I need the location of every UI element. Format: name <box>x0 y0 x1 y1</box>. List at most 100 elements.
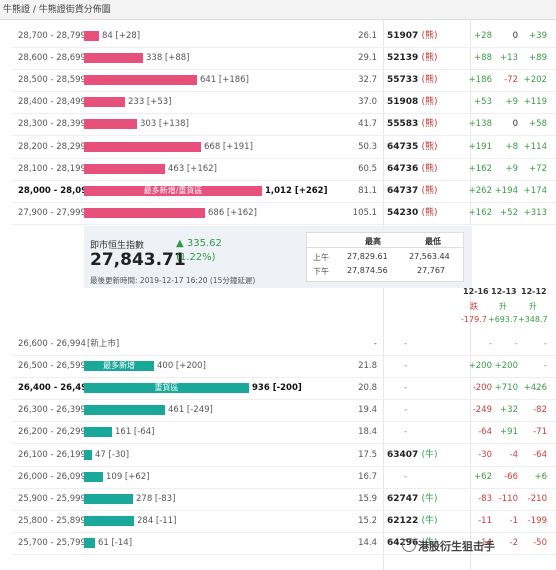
strike-range: 26,100 - 26,199 <box>18 449 86 460</box>
volume-label: 936 [-200] <box>252 383 302 394</box>
warrant-code: 55583 (熊) <box>387 113 457 135</box>
date-direction: 跌 <box>470 302 478 311</box>
change-day-3: - <box>543 339 547 349</box>
warrant-code: - <box>404 471 408 482</box>
volume-label: 686 [+162] <box>208 207 257 218</box>
strike-range: 25,900 - 25,999 <box>18 493 86 504</box>
date-direction: 升 <box>529 302 537 311</box>
volume-bar <box>84 53 143 64</box>
volume-bar <box>84 515 134 526</box>
change-day-2: -72 <box>504 75 518 86</box>
table-row: 26,200 - 26,299 161 [-64] 18.4 - -64 +91 -71 <box>0 421 556 443</box>
ratio-value: 29.1 <box>358 53 377 64</box>
change-day-2: -66 <box>504 471 518 482</box>
ratio-value: 60.5 <box>358 163 377 174</box>
warrant-type-tag: (牛) <box>421 515 438 526</box>
change-day-1: -14 <box>478 537 492 548</box>
warrant-code: 62747 (牛) <box>387 488 457 510</box>
change-day-1: +62 <box>474 471 492 482</box>
change-day-1: +186 <box>468 75 492 86</box>
volume-label: 233 [+53] <box>128 97 172 108</box>
volume-bar <box>84 427 112 438</box>
change-day-3: -71 <box>533 427 547 438</box>
volume-label: 303 [+138] <box>140 119 189 130</box>
am-label: 上午 <box>313 253 329 262</box>
high-low-table: 最高 最低 上午 下午 27,829.61 27,563.44 27,874.5… <box>306 232 464 282</box>
warrant-code-number: 51907 <box>387 31 419 41</box>
change-day-2: +9 <box>505 97 518 108</box>
change-day-1: +138 <box>468 119 492 130</box>
strike-range: 28,700 - 28,799 <box>18 31 86 41</box>
strike-range: 28,600 - 28,699 <box>18 53 86 64</box>
change-day-3: +202 <box>523 75 547 86</box>
volume-bar <box>84 449 92 460</box>
volume-label: 641 [+186] <box>200 75 249 86</box>
volume-bar: 最多新增 <box>84 361 154 372</box>
strike-range: 26,400 - 26,499 <box>18 383 94 394</box>
ratio-value: 50.3 <box>358 141 377 152</box>
change-day-1: -200 <box>472 383 492 394</box>
pm-high: 27,874.56 <box>347 266 388 275</box>
table-row: 26,000 - 26,099 109 [+62] 16.7 - +62 -66 +6 <box>0 466 556 488</box>
warrant-code-number: 64735 <box>387 141 419 152</box>
warrant-code: 64737 (熊) <box>387 180 457 202</box>
change-day-3: -64 <box>533 449 547 460</box>
warrant-type-tag: (熊) <box>421 119 438 130</box>
warrant-type-tag: (熊) <box>421 31 438 41</box>
change-day-2: +194 <box>494 185 518 196</box>
low-header: 最低 <box>425 237 441 246</box>
warrant-code: 62122 (牛) <box>387 510 457 532</box>
change-day-2: -2 <box>509 537 518 548</box>
date-index-change: -179.7 <box>461 315 487 324</box>
ratio-value: 32.7 <box>358 75 377 86</box>
warrant-code: 64736 (熊) <box>387 158 457 180</box>
column-divider <box>383 20 384 570</box>
warrant-code-number: 54230 <box>387 207 419 218</box>
table-row: 25,800 - 25,899 284 [-11] 15.2 62122 (牛) -11… <box>0 510 556 532</box>
warrant-code: 64735 (熊) <box>387 136 457 158</box>
ratio-value: - <box>373 339 377 349</box>
strike-range: 28,300 - 28,399 <box>18 119 86 130</box>
change-day-1: -30 <box>478 449 492 460</box>
ratio-value: 37.0 <box>358 97 377 108</box>
warrant-code-number: 62122 <box>387 515 419 526</box>
change-day-3: +114 <box>523 141 547 152</box>
change-day-2: +9 <box>505 163 518 174</box>
strike-range: 25,800 - 25,899 <box>18 515 86 526</box>
strike-range: 28,400 - 28,499 <box>18 97 86 108</box>
change-day-2: +52 <box>500 207 518 218</box>
change-day-3: -50 <box>533 537 547 548</box>
warrant-code-number: 55733 <box>387 75 419 86</box>
warrant-code: - <box>404 339 408 349</box>
change-day-3: +119 <box>523 97 547 108</box>
warrant-code: 54230 (熊) <box>387 202 457 224</box>
watermark: 港股衍生狙击手 <box>418 540 495 553</box>
change-day-1: +162 <box>468 163 492 174</box>
change-day-3: +89 <box>529 53 547 64</box>
strike-range: 27,900 - 27,999 <box>18 207 86 218</box>
change-day-2: +200 <box>494 361 518 372</box>
change-day-2: 0 <box>512 119 518 130</box>
volume-label: 461 [-249] <box>168 405 213 416</box>
table-row: 28,000 - 28,099 最多新增/重貨區 1,012 [+262] 81.1 6… <box>0 180 556 202</box>
change-day-2: -4 <box>509 449 518 460</box>
warrant-code: - <box>404 361 408 372</box>
table-row: 26,400 - 26,499 重貨區 936 [-200] 20.8 - -200 +71… <box>0 377 556 399</box>
table-row: 28,600 - 28,699 338 [+88] 29.1 52139 (熊) +88… <box>0 47 556 69</box>
change-day-2: +32 <box>500 405 518 416</box>
change-day-1: +162 <box>468 207 492 218</box>
change-day-1: -11 <box>478 515 492 526</box>
strike-range: 26,600 - 26,994 <box>18 339 86 349</box>
last-update: 最後更新時間: 2019-12-17 16:20 (15分鐘延遲) <box>90 276 256 285</box>
breadcrumb: 牛熊證 / 牛熊證街貨分佈圖 <box>0 0 556 20</box>
table-row: 26,300 - 26,399 461 [-249] 19.4 - -249 +32 -82 <box>0 399 556 421</box>
warrant-type-tag: (熊) <box>421 97 438 108</box>
volume-bar <box>84 163 165 174</box>
ratio-value: 14.4 <box>358 537 377 548</box>
volume-bar: 最多新增/重貨區 <box>84 185 262 196</box>
strike-range: 26,200 - 26,299 <box>18 427 86 438</box>
date-index-change: +348.7 <box>518 315 548 324</box>
warrant-code-number: 64737 <box>387 185 419 196</box>
volume-bar <box>84 537 95 548</box>
hsi-change-percent: (1.22%) <box>176 252 216 263</box>
